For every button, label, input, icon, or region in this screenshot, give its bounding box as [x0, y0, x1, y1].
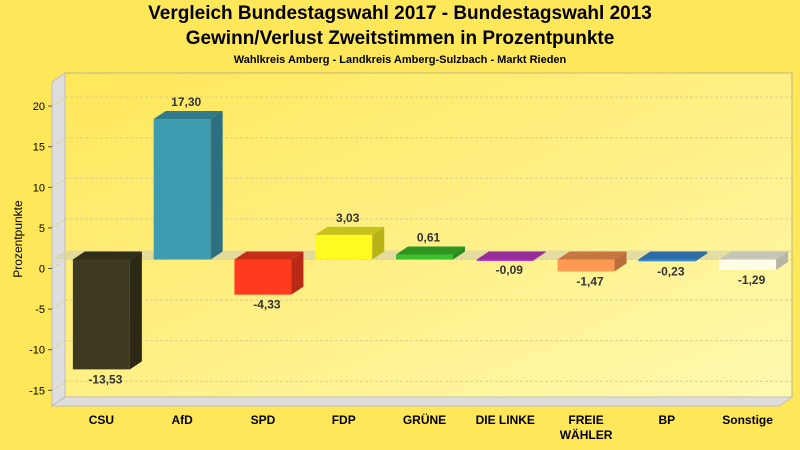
bar-top	[476, 251, 546, 260]
bar-front	[153, 119, 211, 260]
bar-top	[719, 251, 789, 260]
data-label: -4,33	[253, 298, 281, 312]
y-tick-label: 0	[39, 264, 45, 276]
data-label: -1,29	[738, 273, 766, 287]
bar-front	[396, 254, 453, 260]
gridline-side	[51, 137, 66, 148]
bar-front	[234, 259, 292, 295]
bar-top	[396, 246, 465, 255]
gridline-side	[51, 96, 66, 107]
gridline-side	[51, 259, 66, 269]
y-tick-label: 15	[33, 142, 45, 154]
bar-front	[638, 259, 696, 262]
bar-freie-wähler	[557, 251, 627, 272]
bar-afd	[153, 111, 223, 260]
data-label: 17,30	[171, 95, 201, 109]
data-label: -1,47	[576, 274, 604, 288]
y-tick-label: 20	[33, 101, 45, 113]
bar-front	[557, 259, 615, 272]
data-label: 3,03	[336, 211, 360, 225]
gridline-side	[51, 340, 66, 351]
x-tick-label: CSU	[89, 413, 114, 427]
y-tick-label: -5	[35, 304, 45, 316]
bar-front	[315, 234, 373, 260]
bar-csu	[72, 251, 142, 370]
x-tick-label: BP	[658, 413, 675, 427]
plot-floor	[50, 396, 794, 407]
y-tick-label: 5	[39, 223, 45, 235]
plot-left-wall	[51, 72, 66, 407]
x-tick-label: DIE LINKE	[476, 413, 535, 427]
bar-top	[234, 251, 304, 260]
bar-side	[129, 251, 142, 370]
x-tick-label: SPD	[251, 413, 276, 427]
x-tick-label: FREIE	[568, 413, 603, 427]
gridline-side	[51, 299, 66, 310]
bar-top	[153, 111, 223, 120]
data-label: 0,61	[417, 231, 441, 245]
bar-top	[315, 226, 385, 235]
y-tick-label: -10	[29, 345, 45, 357]
y-tick-label: -15	[29, 385, 45, 397]
bar-front	[72, 259, 130, 370]
chart-subtitle: Gewinn/Verlust Zweitstimmen in Prozentpu…	[185, 28, 615, 49]
x-tick-label: Sonstige	[722, 413, 773, 427]
bar-side	[291, 251, 304, 295]
bar-side	[210, 111, 223, 260]
x-tick-label: GRÜNE	[403, 412, 446, 427]
bar-side	[614, 251, 627, 272]
bar-front	[719, 259, 777, 270]
bar-top	[638, 251, 708, 260]
bar-side	[695, 251, 708, 262]
bar-fdp	[315, 226, 385, 260]
data-label: -13,53	[88, 372, 122, 386]
bar-side	[533, 251, 546, 261]
bar-sonstige	[719, 251, 789, 270]
x-tick-label: FDP	[332, 413, 356, 427]
data-label: -0,09	[496, 263, 524, 277]
bar-grüne	[396, 246, 465, 260]
bar-side	[372, 226, 385, 260]
y-tick-label: 10	[33, 182, 45, 194]
gridline-side	[51, 380, 66, 391]
bar-bp	[638, 251, 708, 262]
data-label: -0,23	[657, 264, 685, 278]
bar-front	[476, 259, 534, 261]
bar-side	[453, 246, 465, 260]
bar-die-linke	[476, 251, 546, 261]
gridline-side	[51, 218, 66, 229]
x-tick-label: AfD	[172, 413, 194, 427]
chart-title: Vergleich Bundestagswahl 2017 - Bundesta…	[148, 3, 652, 24]
bar-top	[72, 251, 142, 260]
x-tick-label: WÄHLER	[560, 427, 613, 442]
bar-top	[557, 251, 627, 260]
bar-spd	[234, 251, 304, 295]
bar-side	[776, 251, 789, 270]
gridline-side	[51, 177, 66, 188]
chart-location: Wahlkreis Amberg - Landkreis Amberg-Sulz…	[233, 54, 567, 66]
